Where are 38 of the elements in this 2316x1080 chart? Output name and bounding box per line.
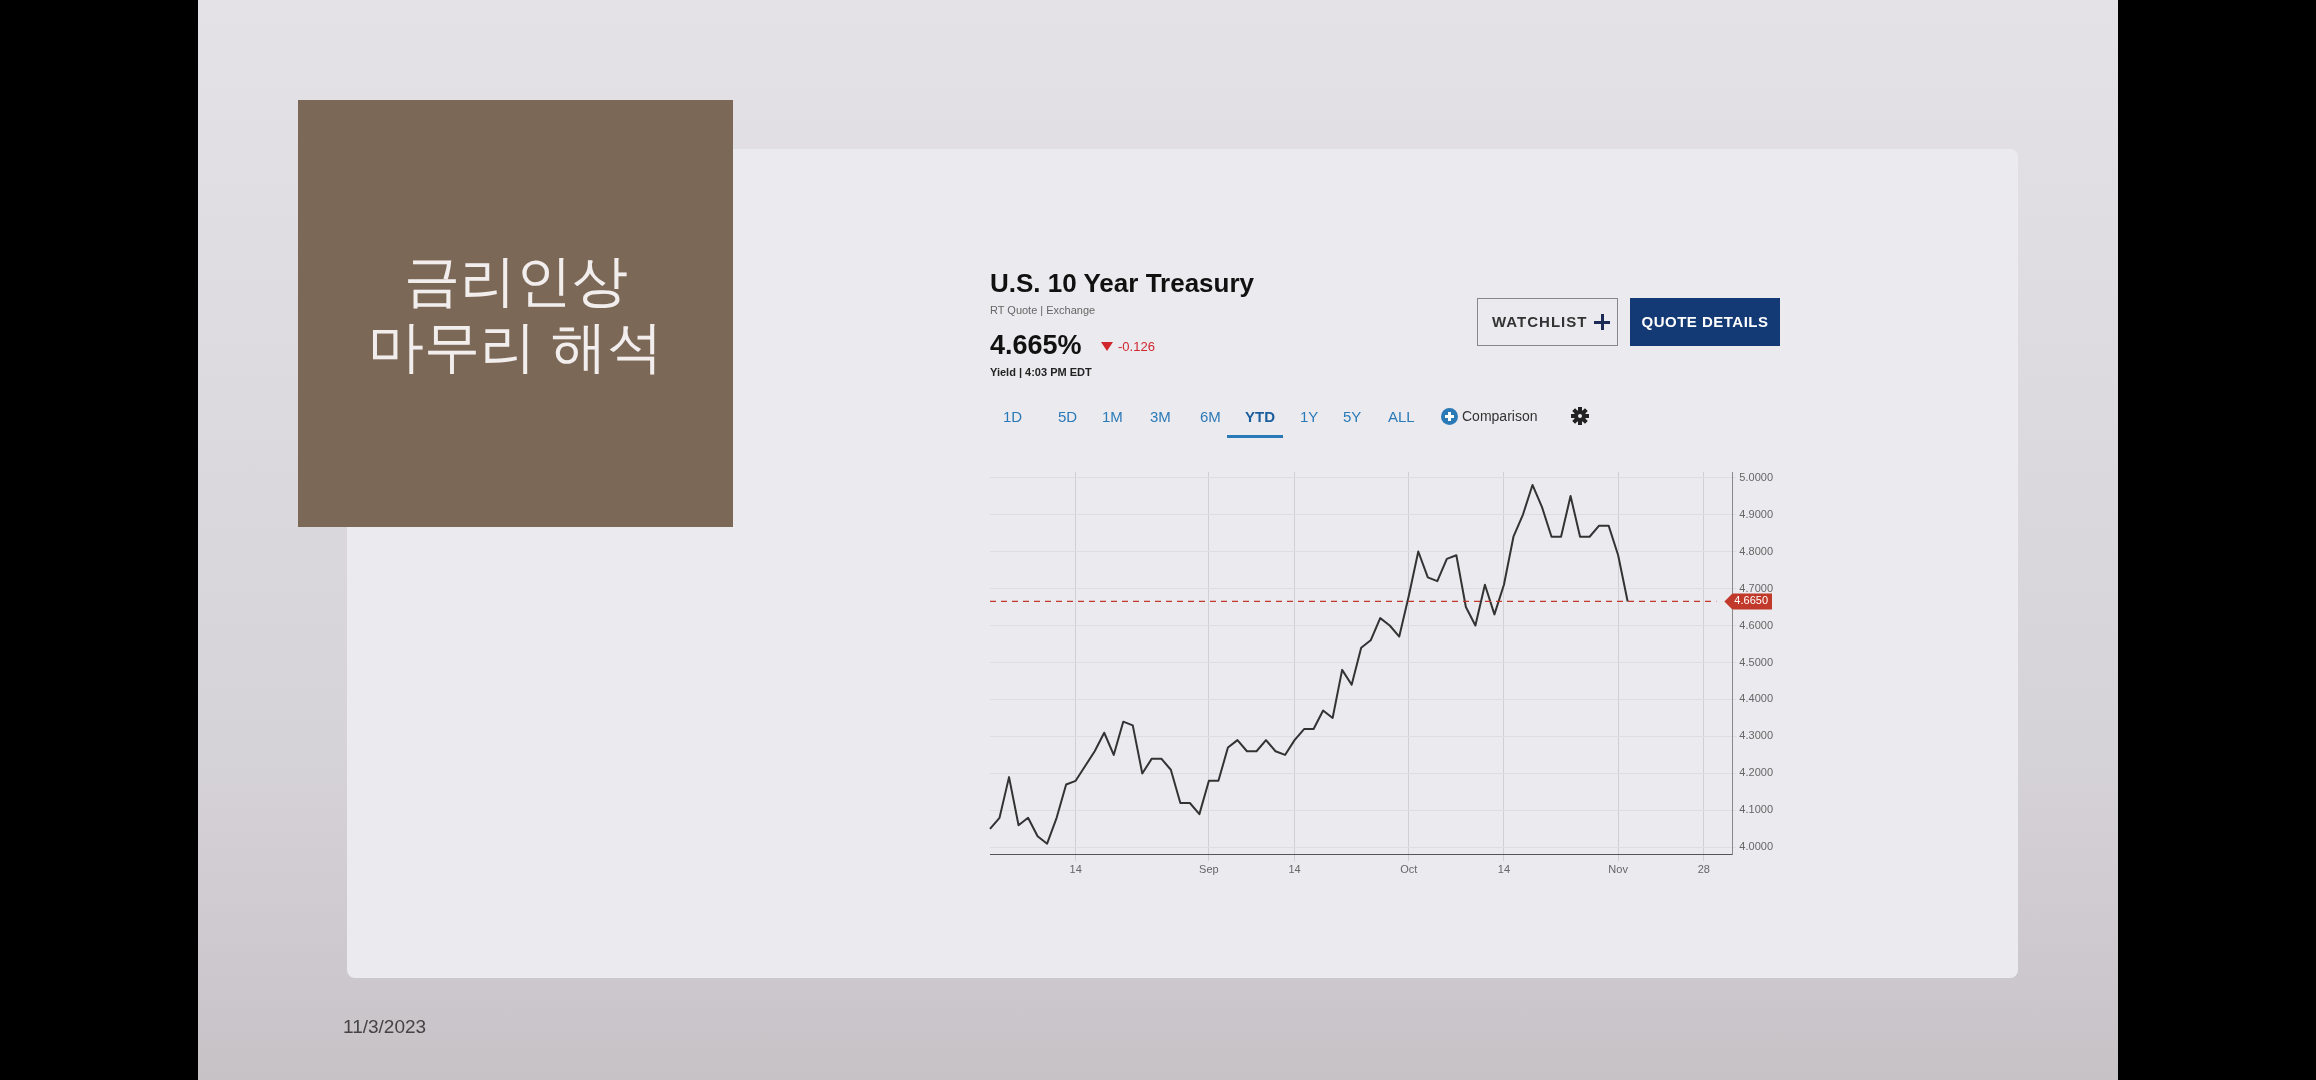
x-tick-label: 28 [1697,863,1710,876]
x-tick-label: Sep [1199,863,1219,876]
y-tick-label: 5.0000 [1739,470,1774,483]
text: YTD [1245,408,1275,425]
x-tick-label: 14 [1497,863,1511,876]
text: 1D [1003,408,1023,425]
y-tick-label: 4.6000 [1739,618,1774,631]
text: Comparison [1462,408,1538,424]
y-tick-label: 4.2000 [1739,766,1774,779]
text: Yield | 4:03 PM EDT [990,366,1092,378]
text: WATCHLIST [1492,313,1588,330]
text: QUOTE DETAILS [1630,298,1780,346]
text: 1Y [1300,408,1319,425]
y-tick-label: 4.1000 [1739,803,1774,816]
text: ALL [1388,408,1415,425]
y-tick-label: 4.7000 [1739,581,1774,594]
text: 5D [1058,408,1078,425]
y-tick-label: 4.5000 [1739,655,1774,668]
text: 5Y [1343,408,1362,425]
x-tick-label: Oct [1400,863,1418,876]
chart-subtitle: RT Quote | Exchange [990,304,1096,316]
text: 6M [1200,408,1221,425]
text: -0.126 [1118,339,1155,354]
y-tick-label: 4.3000 [1739,729,1774,742]
text: 4.665% [990,330,1082,361]
text: 금리인상 마무리 해석 [367,247,664,380]
y-tick-label: 4.0000 [1739,840,1774,853]
x-tick-label: Nov [1608,863,1629,876]
text: 3M [1150,408,1171,425]
x-tick-label: 14 [1288,863,1301,876]
text: 11/3/2023 [343,1016,427,1038]
text: 1M [1102,408,1123,425]
y-tick-label: 4.4000 [1739,692,1774,705]
ref-line-label: 4.6650 [1734,594,1769,607]
x-tick-label: 14 [1069,863,1082,876]
y-tick-label: 4.8000 [1739,544,1774,557]
chart-title: U.S. 10 Year Treasury [990,268,1255,299]
y-tick-label: 4.9000 [1739,507,1774,520]
